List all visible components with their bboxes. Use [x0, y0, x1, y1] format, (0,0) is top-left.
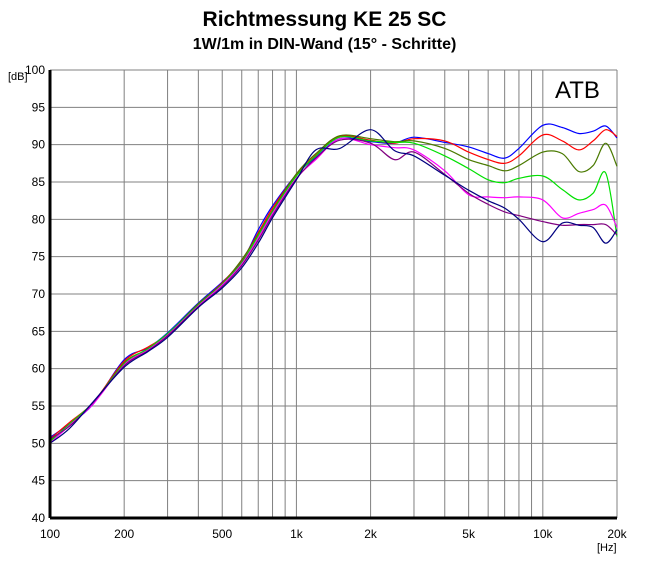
grid: [49, 69, 618, 519]
series-line-90deg: [49, 129, 618, 444]
x-tick-label: 500: [212, 527, 232, 541]
atb-watermark: ATB: [555, 77, 600, 104]
y-tick-label: 70: [32, 287, 46, 301]
y-tick-label: 75: [32, 250, 46, 264]
y-tick-label: 95: [32, 100, 46, 114]
y-axis-label: [dB]: [8, 71, 28, 83]
x-axis-label: [Hz]: [597, 542, 617, 554]
curves: [49, 123, 618, 444]
x-tick-label: 2k: [364, 527, 378, 541]
y-tick-label: 80: [32, 212, 46, 226]
y-tick-label: 55: [32, 399, 46, 413]
y-tick-label: 65: [32, 324, 46, 338]
y-tick-label: 50: [32, 436, 46, 450]
y-tick-label: 100: [25, 63, 45, 77]
y-tick-label: 60: [32, 362, 46, 376]
y-tick-label: 40: [32, 511, 46, 525]
chart-title: Richtmessung KE 25 SC: [202, 8, 447, 31]
y-tick-label: 85: [32, 175, 46, 189]
y-tick-label: 90: [32, 138, 46, 152]
x-tick-label: 20k: [607, 527, 627, 541]
x-tick-label: 100: [40, 527, 60, 541]
tick-labels: 40 45 50 55 60 65 70 75 80 85 90 95 100 100 200 500 1k 2k…: [25, 63, 628, 541]
series-line-75deg: [49, 138, 618, 440]
x-tick-label: 200: [114, 527, 134, 541]
x-tick-label: 10k: [533, 527, 553, 541]
x-tick-label: 1k: [290, 527, 304, 541]
x-tick-label: 5k: [462, 527, 476, 541]
series-line-45deg: [49, 136, 618, 443]
y-tick-label: 45: [32, 474, 46, 488]
chart-subtitle: 1W/1m in DIN-Wand (15° - Schritte): [192, 36, 457, 53]
